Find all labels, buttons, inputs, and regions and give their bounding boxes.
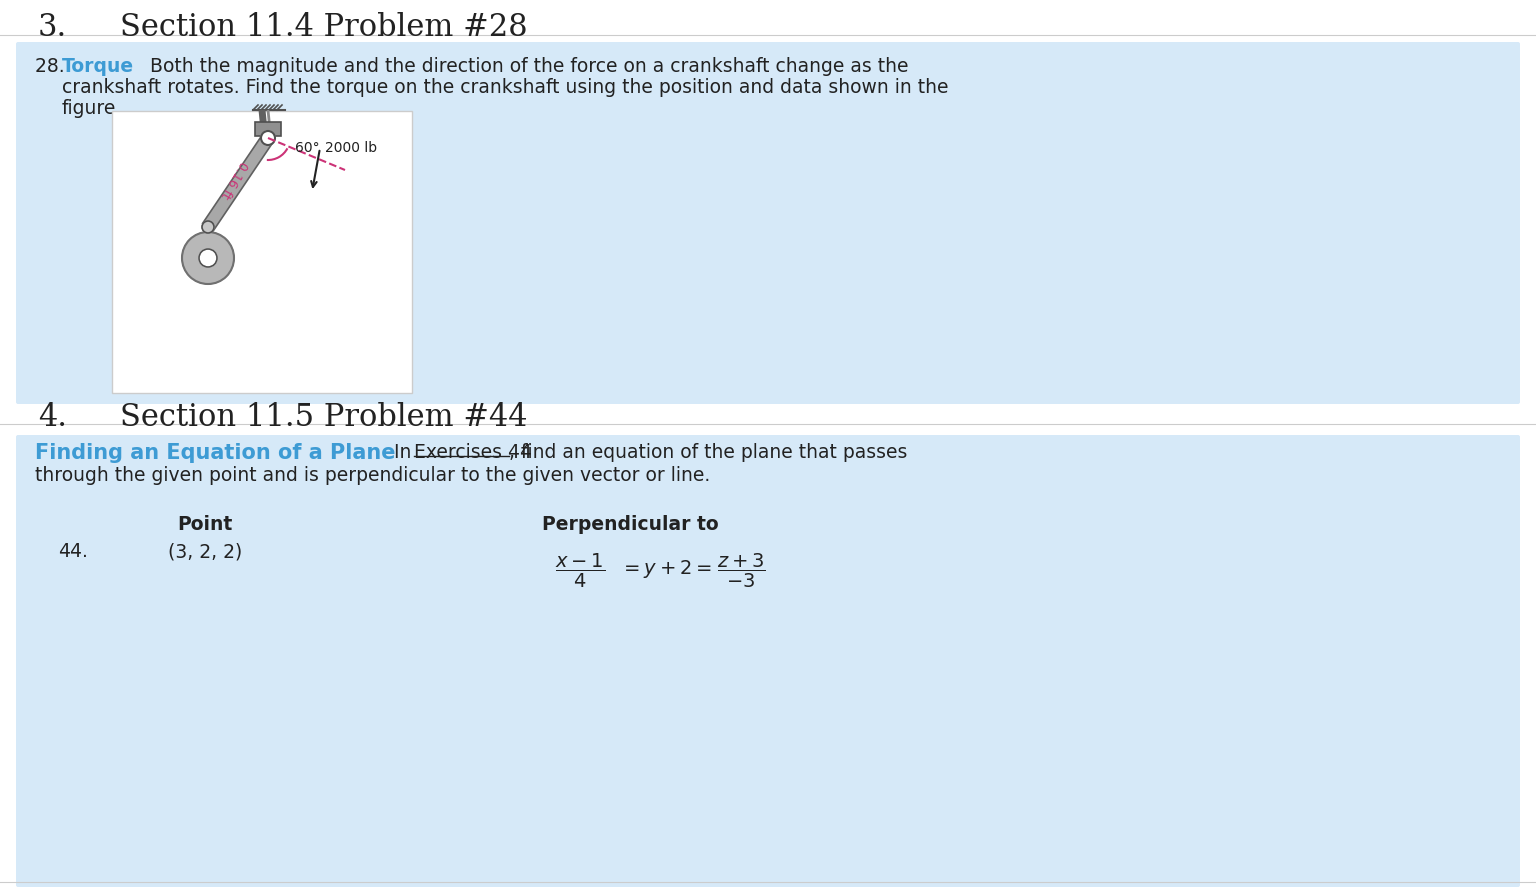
Text: $\dfrac{z+3}{-3}$: $\dfrac{z+3}{-3}$ [717,552,765,590]
Text: Finding an Equation of a Plane: Finding an Equation of a Plane [35,443,395,463]
Text: 0.16 ft: 0.16 ft [218,158,249,201]
FancyBboxPatch shape [255,122,281,136]
Text: Perpendicular to: Perpendicular to [542,515,719,534]
Text: Both the magnitude and the direction of the force on a crankshaft change as the: Both the magnitude and the direction of … [138,57,908,76]
Circle shape [181,232,233,284]
FancyBboxPatch shape [15,435,1521,887]
Text: figure.: figure. [61,99,123,118]
Text: 44.: 44. [58,542,88,561]
Text: crankshaft rotates. Find the torque on the crankshaft using the position and dat: crankshaft rotates. Find the torque on t… [61,78,949,97]
FancyBboxPatch shape [15,42,1521,404]
Text: $= y + 2 =$: $= y + 2 =$ [621,558,713,580]
Text: Exercises 44: Exercises 44 [415,443,531,462]
Text: 3.: 3. [38,12,68,44]
Text: (3, 2, 2): (3, 2, 2) [167,542,243,561]
Text: In: In [382,443,418,462]
Text: 28.: 28. [35,57,71,76]
Text: through the given point and is perpendicular to the given vector or line.: through the given point and is perpendic… [35,466,710,485]
Circle shape [261,131,275,145]
FancyBboxPatch shape [112,111,412,393]
Text: , find an equation of the plane that passes: , find an equation of the plane that pas… [508,443,908,462]
Text: $\dfrac{x-1}{4}$: $\dfrac{x-1}{4}$ [554,552,605,590]
Text: Torque: Torque [61,57,134,76]
Text: Point: Point [177,515,232,534]
Text: 60°: 60° [295,141,319,155]
Text: Section 11.4 Problem #28: Section 11.4 Problem #28 [120,12,528,44]
Circle shape [203,221,214,233]
Circle shape [200,249,217,267]
Text: 4.: 4. [38,401,68,433]
Text: 2000 lb: 2000 lb [326,141,378,155]
Text: Section 11.5 Problem #44: Section 11.5 Problem #44 [120,401,527,433]
Polygon shape [203,134,273,231]
